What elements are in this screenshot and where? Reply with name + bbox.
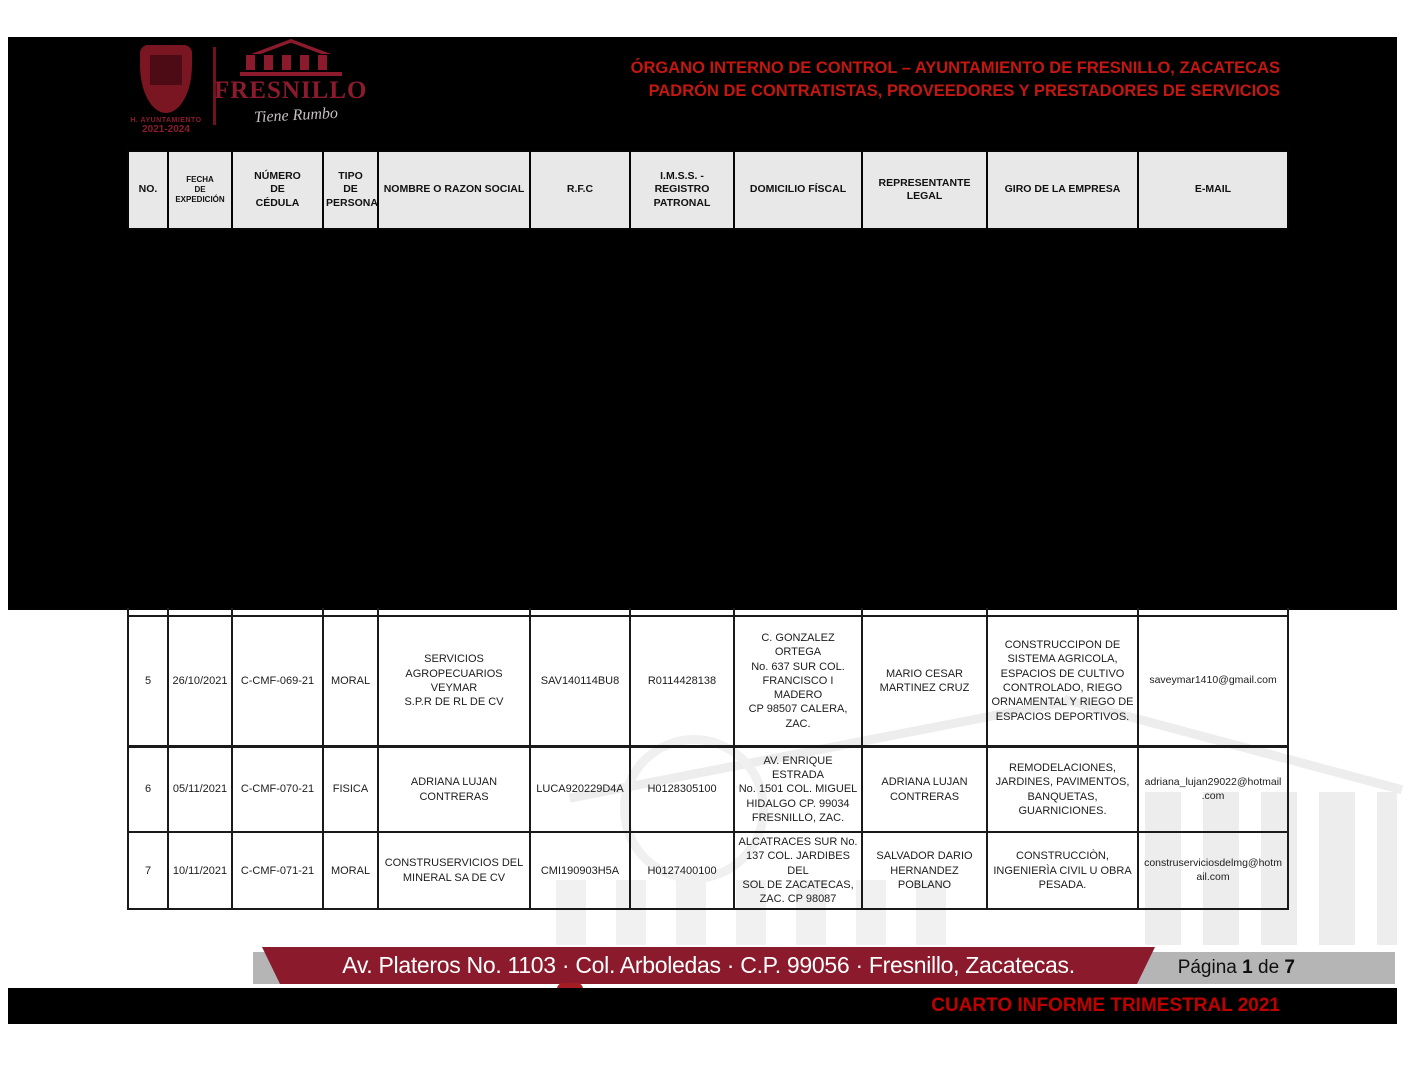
cell-rfc: LUCA920229D4A xyxy=(529,745,631,833)
table-row: 6 05/11/2021 C-CMF-070-21 FISICA ADRIANA… xyxy=(127,745,1289,833)
column-header-nombre-razon-social: NOMBRE O RAZON SOCIAL xyxy=(377,150,531,230)
red-dot-decoration xyxy=(557,983,583,989)
cell-cedula: C-CMF-069-21 xyxy=(231,615,324,748)
cell-giro: CONSTRUCCIÒN, INGENIERÌA CIVIL U OBRA PE… xyxy=(986,830,1139,911)
header-redaction-block: H. AYUNTAMIENTO 2021-2024 FRESNILLO Tien… xyxy=(8,37,1397,610)
cell-nombre: ADRIANA LUJAN CONTRERAS xyxy=(377,745,531,833)
column-header-email: E-MAIL xyxy=(1137,150,1289,230)
page-indicator: Página 1 de 7 xyxy=(1178,952,1295,984)
cell-imss: H0127400100 xyxy=(629,830,735,911)
crest-caption-line1: H. AYUNTAMIENTO xyxy=(130,117,202,124)
cell-fecha: 05/11/2021 xyxy=(167,745,233,833)
cell-representante: SALVADOR DARIO HERNANDEZ POBLANO xyxy=(861,830,988,911)
cell-email: construserviciosdelmg@hotm ail.com xyxy=(1137,830,1289,911)
redacted-row-sliver xyxy=(127,608,1289,617)
page-label: Página xyxy=(1177,957,1237,978)
building-icon xyxy=(226,39,356,77)
crest-caption: H. AYUNTAMIENTO 2021-2024 xyxy=(120,117,212,135)
cell-fecha: 26/10/2021 xyxy=(167,615,233,748)
cell-nombre: CONSTRUSERVICIOS DEL MINERAL SA DE CV xyxy=(377,830,531,911)
base-icon xyxy=(240,72,342,76)
address-text: Av. Plateros No. 1103 · Col. Arboledas ·… xyxy=(342,952,1075,978)
cell-representante: ADRIANA LUJAN CONTRERAS xyxy=(861,745,988,833)
cell-domicilio: ALCATRACES SUR No. 137 COL. JARDIBES DEL… xyxy=(733,830,863,911)
address-ribbon: Av. Plateros No. 1103 · Col. Arboledas ·… xyxy=(262,947,1155,984)
document-title: ÓRGANO INTERNO DE CONTROL – AYUNTAMIENTO… xyxy=(631,57,1280,103)
crest-caption-line2: 2021-2024 xyxy=(142,124,190,135)
column-header-numero-cedula: NÚMERO DE CÉDULA xyxy=(231,150,324,230)
cell-tipo: FISICA xyxy=(322,745,379,833)
cell-tipo: MORAL xyxy=(322,615,379,748)
table-row: 7 10/11/2021 C-CMF-071-21 MORAL CONSTRUS… xyxy=(127,830,1289,911)
footer-redaction-block: CUARTO INFORME TRIMESTRAL 2021 xyxy=(8,988,1397,1024)
cell-giro: REMODELACIONES, JARDINES, PAVIMENTOS, BA… xyxy=(986,745,1139,833)
cell-rfc: SAV140114BU8 xyxy=(529,615,631,748)
cell-nombre: SERVICIOS AGROPECUARIOS VEYMAR S.P.R DE … xyxy=(377,615,531,748)
cell-fecha: 10/11/2021 xyxy=(167,830,233,911)
cell-rfc: CMI190903H5A xyxy=(529,830,631,911)
cell-giro: CONSTRUCCIPON DE SISTEMA AGRICOLA, ESPAC… xyxy=(986,615,1139,748)
column-header-rfc: R.F.C xyxy=(529,150,631,230)
logo-divider xyxy=(213,47,216,125)
page-sep: de xyxy=(1258,957,1280,978)
cell-email: adriana_lujan29022@hotmail .com xyxy=(1137,745,1289,833)
column-header-representante-legal: REPRESENTANTE LEGAL xyxy=(861,150,988,230)
column-header-imss-registro-patronal: I.M.S.S. - REGISTRO PATRONAL xyxy=(629,150,735,230)
cell-domicilio: C. GONZALEZ ORTEGA No. 637 SUR COL. FRAN… xyxy=(733,615,863,748)
title-line1: ÓRGANO INTERNO DE CONTROL – AYUNTAMIENTO… xyxy=(630,59,1280,77)
cell-domicilio: AV. ENRIQUE ESTRADA No. 1501 COL. MIGUEL… xyxy=(733,745,863,833)
cell-cedula: C-CMF-070-21 xyxy=(231,745,324,833)
contractors-table: 5 26/10/2021 C-CMF-069-21 MORAL SERVICIO… xyxy=(127,608,1289,911)
title-line2: PADRÓN DE CONTRATISTAS, PROVEEDORES Y PR… xyxy=(648,82,1280,100)
column-header-domicilio-fiscal: DOMICILIO FÍSCAL xyxy=(733,150,863,230)
page-total: 7 xyxy=(1284,957,1295,978)
cell-email: saveymar1410@gmail.com xyxy=(1137,615,1289,748)
cell-imss: R0114428138 xyxy=(629,615,735,748)
report-title: CUARTO INFORME TRIMESTRAL 2021 xyxy=(931,995,1280,1016)
table-header-row: NO. FECHA DE EXPEDICIÓN NÚMERO DE CÉDULA… xyxy=(127,150,1289,230)
table-row: 5 26/10/2021 C-CMF-069-21 MORAL SERVICIO… xyxy=(127,615,1289,748)
column-header-giro-empresa: GIRO DE LA EMPRESA xyxy=(986,150,1139,230)
cell-no: 7 xyxy=(127,830,169,911)
columns-icon xyxy=(246,55,336,70)
fresnillo-logo-text: FRESNILLO xyxy=(214,77,368,104)
column-header-tipo-persona: TIPO DE PERSONA xyxy=(322,150,379,230)
cell-tipo: MORAL xyxy=(322,830,379,911)
cell-no: 6 xyxy=(127,745,169,833)
column-header-fecha-expedicion: FECHA DE EXPEDICIÓN xyxy=(167,150,233,230)
cell-representante: MARIO CESAR MARTINEZ CRUZ xyxy=(861,615,988,748)
page-current: 1 xyxy=(1242,957,1253,978)
cell-imss: H0128305100 xyxy=(629,745,735,833)
cell-no: 5 xyxy=(127,615,169,748)
cell-cedula: C-CMF-071-21 xyxy=(231,830,324,911)
column-header-no: NO. xyxy=(127,150,169,230)
